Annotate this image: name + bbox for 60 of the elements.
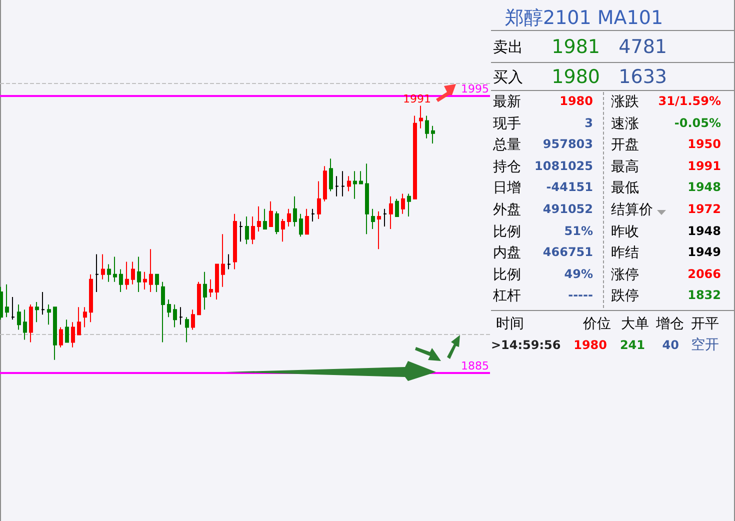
text: 3 xyxy=(584,116,593,130)
text: 1980 xyxy=(552,66,600,88)
text: 现手 xyxy=(493,114,521,133)
text: 51% xyxy=(564,224,593,238)
y-tick-label: 1885 xyxy=(461,360,489,372)
text: >14:59:56 xyxy=(491,338,561,352)
text: 杠杆 xyxy=(493,287,521,306)
text: 增仓 xyxy=(656,315,684,333)
text: 1981 xyxy=(552,36,600,58)
text: 最新 xyxy=(493,93,521,111)
text: 49% xyxy=(564,266,593,281)
text: 跌停 xyxy=(611,287,639,306)
text: 最高 xyxy=(611,158,639,176)
text: -0.05% xyxy=(674,116,721,130)
text: 4781 xyxy=(618,36,667,58)
annotation: 1991 xyxy=(403,92,431,106)
text: 比例 xyxy=(493,222,521,241)
text: 开盘 xyxy=(611,136,639,154)
text: 466751 xyxy=(542,245,593,260)
text: 1633 xyxy=(618,66,667,88)
text: 开平 xyxy=(691,315,719,333)
text: 内盘 xyxy=(493,244,521,262)
text: 957803 xyxy=(542,137,593,152)
text: 1948 xyxy=(688,180,721,194)
text: 491052 xyxy=(542,202,593,216)
text: 昨收 xyxy=(611,222,639,241)
text: 31/1.59% xyxy=(658,94,721,108)
text: 昨结 xyxy=(611,244,639,262)
text: 1949 xyxy=(688,245,721,260)
text: 1950 xyxy=(688,137,721,152)
text: 日增 xyxy=(493,179,521,198)
text: 涨停 xyxy=(611,266,639,284)
text: 1948 xyxy=(688,224,721,238)
text: 时间 xyxy=(496,315,524,333)
text: 2066 xyxy=(688,266,721,281)
text: 最低 xyxy=(611,179,639,198)
text: 总量 xyxy=(493,136,521,154)
text: 1972 xyxy=(688,202,721,216)
text: 卖出 xyxy=(493,38,523,57)
text: 1832 xyxy=(688,288,721,302)
text: 价位 xyxy=(583,315,611,333)
text: 241 xyxy=(620,338,645,352)
text: -44151 xyxy=(546,180,593,194)
text: 1980 xyxy=(560,94,593,108)
text: 速涨 xyxy=(611,114,639,133)
text: 涨跌 xyxy=(611,93,639,111)
text: 40 xyxy=(662,338,679,352)
text: ----- xyxy=(568,288,593,302)
text: 空开 xyxy=(691,336,719,354)
text: 买入 xyxy=(493,68,523,87)
text: 1991 xyxy=(688,158,721,173)
text: 比例 xyxy=(493,266,521,284)
text: 郑醇2101 MA101 xyxy=(505,6,664,31)
text: 大单 xyxy=(621,315,649,333)
text: 持仓 xyxy=(493,158,521,176)
text: 外盘 xyxy=(493,201,521,219)
text: 1980 xyxy=(574,338,607,352)
text: 结算价 xyxy=(611,201,653,219)
y-tick-label: 1995 xyxy=(461,82,489,96)
text: 1081025 xyxy=(534,158,593,173)
